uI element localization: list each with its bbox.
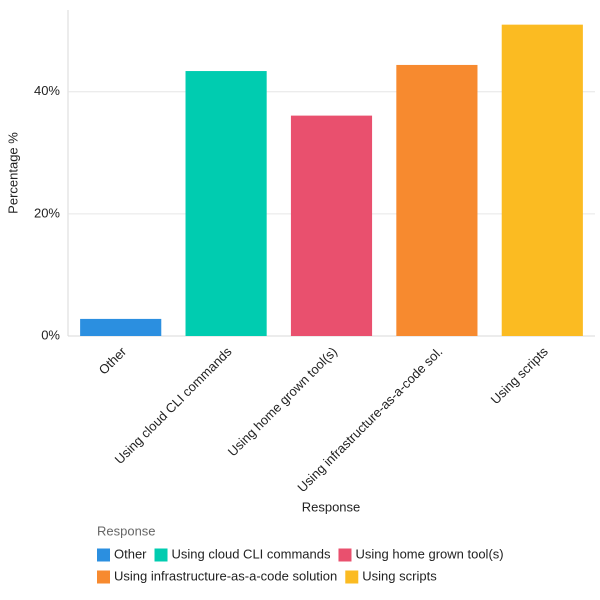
legend-title: Response — [97, 523, 156, 538]
bar — [185, 71, 267, 336]
legend-label: Using cloud CLI commands — [172, 546, 331, 561]
legend-label: Using scripts — [362, 568, 437, 583]
legend-swatch — [97, 570, 110, 584]
legend-swatch — [345, 570, 359, 584]
bar — [290, 115, 373, 337]
x-tick-label: Using scripts — [488, 344, 552, 408]
y-tick-label: 0% — [41, 327, 60, 342]
x-axis-title: Response — [302, 499, 361, 514]
bar — [396, 64, 478, 336]
x-tick-label: Using cloud CLI commands — [112, 344, 235, 467]
x-tick-label: Other — [96, 343, 130, 377]
x-tick-label: Using home grown tool(s) — [225, 344, 340, 459]
bar — [80, 318, 162, 336]
y-axis-title: Percentage % — [5, 132, 20, 214]
y-tick-label: 40% — [34, 83, 60, 98]
y-tick-label: 20% — [34, 205, 60, 220]
legend-swatch — [338, 548, 352, 562]
legend-label: Using infrastructure-as-a-code solution — [114, 568, 337, 583]
legend-label: Using home grown tool(s) — [355, 546, 503, 561]
legend-label: Other — [114, 546, 147, 561]
bar — [501, 24, 583, 337]
legend-swatch — [97, 548, 110, 562]
legend-swatch — [154, 548, 168, 562]
